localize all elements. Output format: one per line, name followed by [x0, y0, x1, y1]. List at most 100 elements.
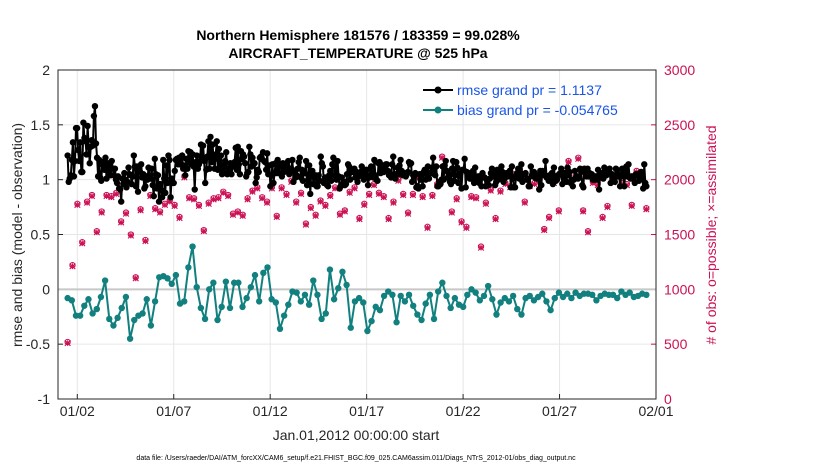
bias-point: [443, 292, 450, 300]
bias-point: [614, 294, 621, 302]
rmse-point: [102, 154, 109, 161]
bias-point: [214, 316, 221, 324]
rmse-point: [70, 173, 78, 180]
obs-assimilated-marker: [327, 192, 334, 200]
obs-assimilated-marker: [404, 210, 412, 217]
bias-point: [210, 279, 217, 286]
bias-point: [347, 324, 354, 331]
bias-point: [422, 300, 429, 307]
rmse-point: [166, 156, 173, 164]
rmse-point: [445, 170, 453, 178]
y-left-tick-label: -0.5: [26, 336, 50, 352]
bias-point: [310, 277, 317, 284]
obs-assimilated-marker: [293, 199, 300, 206]
rmse-point: [77, 139, 84, 146]
bias-point: [401, 298, 409, 305]
obs-assimilated-marker: [190, 196, 198, 203]
rmse-point: [396, 162, 403, 169]
rmse-point: [527, 163, 535, 170]
bias-point: [172, 271, 180, 279]
rmse-point: [367, 163, 375, 170]
obs-assimilated-marker: [122, 210, 130, 217]
bias-point: [101, 277, 109, 284]
rmse-point: [625, 161, 632, 168]
rmse-point: [84, 122, 91, 130]
rmse-point: [526, 183, 533, 190]
bias-point: [168, 280, 175, 288]
rmse-point: [151, 155, 159, 163]
bias-point: [326, 266, 334, 273]
bias-point: [76, 312, 84, 319]
rmse-point: [204, 153, 211, 160]
bias-point: [472, 289, 479, 296]
bias-point: [97, 293, 105, 301]
rmse-point: [142, 183, 149, 190]
bias-point: [93, 305, 100, 313]
bias-point: [297, 298, 304, 305]
bias-point: [185, 264, 192, 271]
y-right-tick-label: 1000: [664, 281, 695, 297]
rmse-point: [163, 162, 170, 169]
bias-point: [251, 271, 259, 279]
rmse-point: [252, 179, 259, 187]
rmse-point: [508, 163, 516, 170]
y-left-tick-label: -1: [38, 391, 51, 407]
obs-assimilated-marker: [419, 194, 426, 201]
bias-point: [314, 291, 321, 299]
bias-point: [143, 296, 150, 303]
rmse-point: [417, 176, 424, 183]
rmse-point: [210, 156, 217, 164]
obs-assimilated-marker: [297, 190, 305, 198]
obs-assimilated-marker: [541, 226, 548, 234]
bias-point: [305, 301, 313, 308]
rmse-point: [154, 172, 162, 179]
obs-assimilated-marker: [156, 209, 164, 216]
rmse-point: [111, 165, 119, 172]
obs-assimilated-marker: [215, 195, 222, 202]
rmse-point: [184, 165, 191, 172]
bias-point: [280, 312, 288, 319]
rmse-point: [125, 164, 132, 171]
rmse-point: [255, 168, 262, 176]
rmse-point: [79, 168, 86, 176]
bias-point: [376, 306, 384, 314]
rmse-point: [150, 192, 157, 200]
axes-box: [57, 69, 657, 400]
obs-assimilated-marker: [429, 192, 436, 200]
bias-point: [447, 304, 454, 312]
rmse-point: [264, 150, 271, 157]
obs-assimilated-marker: [356, 215, 363, 223]
bias-point: [235, 279, 242, 286]
rmse-point: [346, 176, 354, 183]
bias-point: [434, 288, 442, 295]
rmse-point: [98, 177, 105, 184]
obs-assimilated-marker: [390, 199, 397, 206]
bias-point: [526, 292, 533, 300]
obs-assimilated-marker: [400, 191, 407, 199]
bias-point: [643, 291, 650, 299]
obs-assimilated-marker: [409, 191, 417, 199]
bias-point: [589, 291, 596, 299]
rmse-point: [364, 181, 372, 189]
bias-point: [239, 303, 246, 311]
rmse-point: [240, 153, 248, 160]
rmse-point: [454, 164, 461, 171]
obs-assimilated-marker: [312, 212, 319, 220]
bias-point: [197, 304, 205, 312]
rmse-point: [167, 194, 174, 201]
rmse-point: [611, 178, 619, 186]
x-tick-label: 01/17: [349, 403, 384, 419]
rmse-point: [199, 142, 207, 149]
bias-point: [106, 315, 113, 323]
bias-point: [260, 269, 267, 277]
rmse-point: [518, 161, 525, 168]
bias-point: [364, 327, 371, 335]
x-tick-label: 01/27: [542, 403, 577, 419]
obs-assimilated-marker: [555, 208, 563, 215]
bias-point: [568, 294, 575, 302]
bias-point: [389, 291, 396, 299]
rmse-point: [251, 160, 258, 167]
rmse-point: [91, 102, 99, 110]
bias-point: [139, 310, 146, 317]
